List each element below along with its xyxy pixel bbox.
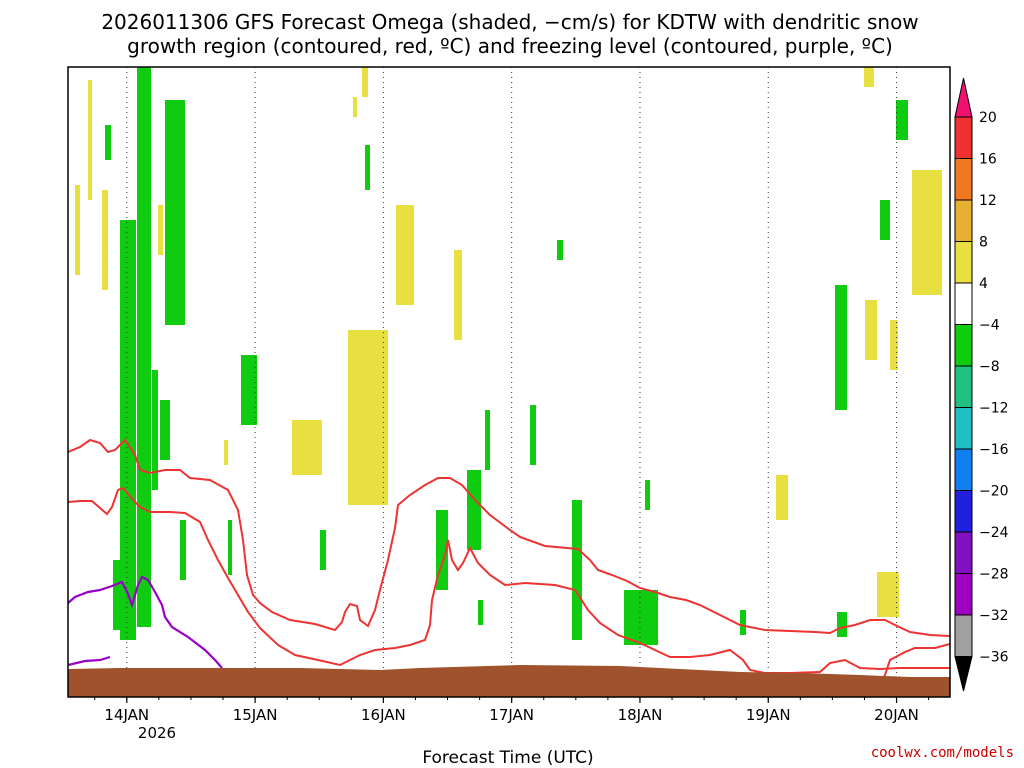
colorbar-label: 16 — [979, 152, 997, 168]
omega-blob — [113, 560, 120, 630]
colorbar-label: −4 — [979, 318, 1000, 334]
x-tick-label: 16JAN — [361, 706, 406, 724]
colorbar-segment — [954, 407, 973, 450]
freezing-level-line-2 — [68, 655, 111, 667]
colorbar-label: −28 — [979, 567, 1009, 583]
omega-blob — [160, 400, 170, 460]
omega-blob — [228, 520, 232, 575]
omega-blob — [75, 185, 80, 275]
x-tick-label: 15JAN — [233, 706, 278, 724]
omega-shading — [75, 67, 942, 645]
omega-blob — [880, 200, 890, 240]
omega-blob — [835, 285, 847, 410]
omega-blob — [454, 250, 462, 340]
colorbar-segment — [954, 324, 973, 367]
chart-title-line2: growth region (contoured, red, ºC) and f… — [127, 34, 893, 58]
omega-blob — [241, 355, 257, 425]
omega-blob — [120, 220, 136, 640]
x-tick-label: 18JAN — [618, 706, 663, 724]
colorbar-label: −24 — [979, 525, 1009, 541]
colorbar-segment — [954, 365, 973, 408]
contour-minus12-secondary — [879, 643, 950, 691]
omega-blob — [776, 475, 788, 520]
contour-minus18-line — [68, 438, 950, 637]
omega-blob — [890, 320, 898, 370]
omega-blob — [624, 590, 658, 645]
colorbar-segment — [954, 490, 973, 533]
omega-blob — [557, 240, 563, 260]
omega-blob — [645, 480, 650, 510]
colorbar-segment — [954, 448, 973, 491]
omega-blob — [837, 612, 847, 637]
omega-blob — [137, 67, 151, 627]
omega-blob — [320, 530, 326, 570]
colorbar-label: 4 — [979, 276, 988, 292]
omega-blob — [865, 300, 877, 360]
x-tick-label: 20JAN — [874, 706, 919, 724]
x-tick-label: 19JAN — [746, 706, 791, 724]
x-axis: 14JAN 15JAN 16JAN 17JAN 18JAN 19JAN 20JAN — [94, 697, 930, 724]
colorbar-segment — [954, 573, 973, 616]
omega-blob — [912, 170, 942, 295]
omega-blob — [152, 370, 158, 490]
colorbar-label: −20 — [979, 484, 1009, 500]
colorbar-label: 8 — [979, 235, 988, 251]
omega-blob — [864, 67, 874, 87]
colorbar-label: −12 — [979, 401, 1009, 417]
omega-blob — [896, 100, 908, 140]
omega-blob — [105, 125, 111, 160]
colorbar-label: −8 — [979, 359, 1000, 375]
colorbar-segment — [954, 282, 973, 325]
omega-blob — [292, 420, 322, 475]
colorbar-bottom-arrow — [954, 656, 973, 692]
omega-blob — [485, 410, 490, 470]
grid — [126, 67, 898, 697]
colorbar-label: 12 — [979, 193, 997, 209]
credit-text: coolwx.com/models — [871, 745, 1014, 761]
colorbar-segment — [954, 531, 973, 574]
colorbar-segment — [954, 199, 973, 242]
chart-title-line1: 2026011306 GFS Forecast Omega (shaded, −… — [101, 10, 918, 34]
colorbar-label: −32 — [979, 608, 1009, 624]
omega-blob — [158, 205, 163, 255]
colorbar-top-arrow — [954, 77, 973, 118]
colorbar-label: −16 — [979, 442, 1009, 458]
omega-blob — [362, 67, 368, 97]
colorbar-label: −36 — [979, 650, 1009, 666]
omega-blob — [396, 205, 414, 305]
contours — [68, 438, 950, 691]
colorbar: 20 16 12 8 4 −4 −8 −12 −16 −20 −24 −28 −32 −36 — [954, 77, 1009, 692]
freezing-level-line — [68, 575, 223, 669]
omega-blob — [740, 610, 746, 635]
omega-blob — [478, 600, 483, 625]
omega-blob — [102, 190, 108, 290]
x-axis-year: 2026 — [138, 724, 176, 742]
omega-blob — [353, 97, 357, 117]
colorbar-label: 20 — [979, 110, 997, 126]
x-tick-label: 14JAN — [104, 706, 149, 724]
x-axis-label: Forecast Time (UTC) — [422, 748, 593, 768]
colorbar-segment — [954, 116, 973, 159]
plot-area — [68, 67, 950, 697]
x-tick-label: 17JAN — [489, 706, 534, 724]
omega-blob — [365, 145, 370, 190]
omega-blob — [530, 405, 536, 465]
colorbar-segment — [954, 158, 973, 201]
omega-blob — [572, 500, 582, 640]
omega-blob — [180, 520, 186, 580]
omega-blob — [224, 440, 228, 465]
omega-blob — [348, 330, 388, 505]
colorbar-segment — [954, 614, 973, 657]
contour-minus12-line — [68, 486, 950, 674]
terrain — [68, 665, 950, 697]
omega-blob — [877, 572, 899, 617]
colorbar-segment — [954, 241, 973, 284]
plot-frame — [67, 66, 951, 698]
omega-blob — [165, 100, 185, 325]
omega-blob — [467, 470, 481, 550]
omega-blob — [88, 80, 92, 200]
